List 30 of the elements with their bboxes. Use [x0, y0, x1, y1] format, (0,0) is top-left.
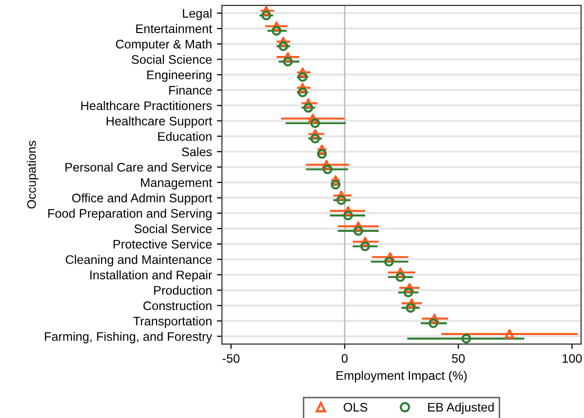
x-tick-label: -50 — [222, 354, 240, 363]
y-tick-label: Transportation — [133, 316, 212, 328]
y-tick-label: Entertainment — [136, 24, 212, 34]
legend-label: OLS — [344, 402, 368, 412]
y-tick-label: Management — [141, 178, 212, 190]
y-tick-label: Construction — [143, 301, 212, 310]
y-tick-label: Engineering — [147, 70, 212, 82]
x-tick-label: 0 — [342, 354, 348, 363]
y-tick-label: Protective Service — [114, 240, 212, 249]
legend-label: EB Adjusted — [428, 402, 494, 414]
y-tick-label: Healthcare Support — [106, 116, 212, 128]
x-tick-label: 100 — [562, 354, 582, 363]
x-tick-label: 50 — [452, 354, 465, 363]
y-tick-label: Social Science — [132, 54, 212, 64]
x-axis-title: Employment Impact (%) — [336, 370, 467, 382]
y-axis-title: Occupations — [26, 140, 38, 208]
y-tick-label: Sales — [182, 147, 212, 156]
y-tick-label: Legal — [182, 8, 212, 20]
y-tick-label: Finance — [169, 86, 212, 95]
y-tick-label: Installation and Repair — [90, 270, 212, 282]
y-tick-label: Food Preparation and Serving — [48, 208, 212, 220]
y-tick-label: Education — [158, 132, 212, 141]
y-tick-label: Healthcare Practitioners — [81, 100, 212, 110]
y-tick-label: Office and Admin Support — [72, 193, 212, 205]
y-tick-label: Farming, Fishing, and Forestry — [44, 332, 212, 344]
y-tick-label: Social Service — [134, 224, 212, 234]
y-tick-label: Cleaning and Maintenance — [66, 254, 212, 266]
y-tick-label: Production — [154, 286, 212, 295]
y-tick-label: Computer & Math — [116, 39, 212, 51]
y-tick-label: Personal Care and Service — [65, 162, 212, 172]
